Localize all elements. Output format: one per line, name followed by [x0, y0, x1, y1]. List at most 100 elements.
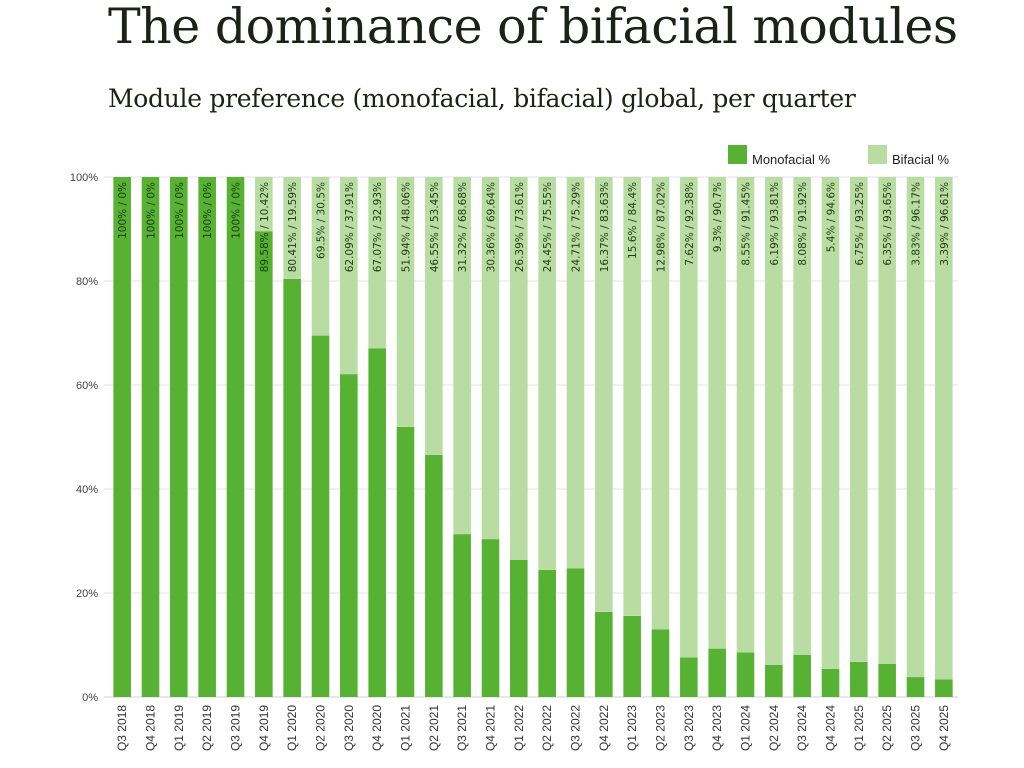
bar-bifacial: [595, 177, 613, 612]
bar-monofacial: [878, 663, 896, 697]
x-tick-label: Q2 2023: [654, 705, 668, 751]
y-tick-label: 80%: [76, 276, 98, 288]
x-tick-label: Q3 2023: [682, 705, 696, 751]
x-tick-label: Q1 2022: [512, 705, 526, 751]
bars: [113, 177, 953, 697]
data-label: 15.6% / 84.4%: [627, 182, 639, 259]
bar-monofacial: [651, 629, 670, 697]
bar-monofacial: [368, 348, 386, 697]
x-tick-label: Q3 2024: [795, 705, 809, 751]
bar-bifacial: [481, 177, 500, 540]
data-label: 26.39% / 73.61%: [514, 182, 526, 272]
data-label: 3.83% / 96.17%: [911, 182, 923, 266]
data-labels: 100% / 0% 100% / 0% 100% / 0% 100% / 0% 100%…: [117, 182, 951, 272]
data-label: 8.08% / 91.92%: [797, 182, 809, 266]
bar-monofacial: [850, 661, 868, 697]
data-label: 100% / 0%: [174, 182, 186, 239]
bar-bifacial: [453, 177, 471, 535]
x-tick-label: Q4 2019: [257, 705, 271, 751]
data-label: 7.62% / 92.38%: [684, 182, 696, 266]
bar-bifacial: [311, 177, 330, 336]
data-label: 6.19% / 93.81%: [769, 182, 781, 266]
bar-bifacial: [425, 177, 443, 455]
x-tick-label: Q3 2020: [342, 705, 356, 751]
data-label: 16.37% / 83.63%: [599, 182, 611, 272]
y-tick-label: 20%: [76, 588, 98, 600]
bar-monofacial: [283, 278, 301, 697]
bar-monofacial: [311, 335, 330, 697]
data-label: 24.45% / 75.55%: [542, 182, 554, 272]
data-label: 6.35% / 93.65%: [882, 182, 894, 266]
bar-bifacial: [736, 177, 755, 653]
bar-bifacial: [651, 177, 670, 630]
bar-monofacial: [340, 374, 358, 697]
x-tick-label: Q4 2020: [370, 705, 384, 751]
data-label: 100% / 0%: [202, 182, 214, 239]
bar-bifacial: [340, 177, 358, 375]
bar-bifacial: [680, 177, 698, 658]
legend-swatch: [868, 145, 887, 164]
data-label: 3.39% / 96.61%: [939, 182, 951, 266]
x-tick-label: Q2 2021: [427, 705, 441, 751]
x-tick-label: Q1 2025: [852, 705, 866, 751]
x-tick-label: Q4 2021: [484, 705, 498, 751]
legend-swatch: [728, 145, 747, 164]
data-label: 100% / 0%: [231, 182, 243, 239]
legend-label: Monofacial %: [752, 152, 830, 167]
x-tick-label: Q3 2018: [115, 705, 129, 751]
y-tick-label: 100%: [70, 172, 98, 184]
bar-monofacial: [255, 231, 273, 697]
bar-monofacial: [793, 654, 811, 697]
chart-title: The dominance of bifacial modules: [108, 0, 958, 55]
x-tick-label: Q2 2020: [314, 705, 328, 751]
data-label: 67.07% / 32.93%: [372, 182, 384, 272]
x-tick-label: Q2 2024: [767, 705, 781, 751]
x-tick-label: Q3 2025: [909, 705, 923, 751]
bar-monofacial: [736, 652, 755, 697]
bar-monofacial: [510, 559, 528, 697]
x-tick-label: Q4 2018: [144, 705, 158, 751]
y-tick-label: 60%: [76, 380, 98, 392]
data-label: 80.41% / 19.59%: [287, 182, 299, 272]
bar-monofacial: [396, 426, 415, 697]
x-tick-label: Q1 2019: [172, 705, 186, 751]
bar-bifacial: [510, 177, 528, 560]
data-label: 69.5% / 30.5%: [316, 182, 328, 259]
bar-monofacial: [566, 568, 585, 697]
data-label: 24.71% / 75.29%: [571, 182, 583, 272]
bar-monofacial: [906, 677, 925, 697]
legend: Monofacial % Bifacial %: [728, 145, 950, 167]
bar-monofacial: [425, 454, 443, 697]
bar-monofacial: [113, 177, 131, 697]
bar-monofacial: [481, 539, 500, 697]
bar-bifacial: [708, 177, 726, 649]
bar-bifacial: [623, 177, 641, 616]
bar-monofacial: [680, 657, 698, 697]
data-label: 30.36% / 69.64%: [486, 182, 498, 272]
data-label: 100% / 0%: [117, 182, 129, 239]
bar-monofacial: [821, 668, 840, 697]
x-axis: Q3 2018 Q4 2018 Q1 2019 Q2 2019 Q3 2019 Q4 20…: [115, 705, 951, 751]
data-label: 9.3% / 90.7%: [712, 182, 724, 252]
bar-bifacial: [566, 177, 585, 569]
x-tick-label: Q1 2021: [399, 705, 413, 751]
bar-monofacial: [623, 615, 641, 697]
x-tick-label: Q3 2021: [455, 705, 469, 751]
data-label: 62.09% / 37.91%: [344, 182, 356, 272]
data-label: 6.75% / 93.25%: [854, 182, 866, 266]
chart-subtitle: Module preference (monofacial, bifacial)…: [108, 84, 856, 113]
gridlines: [104, 176, 958, 698]
x-tick-label: Q1 2023: [625, 705, 639, 751]
x-tick-label: Q4 2023: [710, 705, 724, 751]
x-tick-label: Q2 2022: [540, 705, 554, 751]
y-tick-label: 40%: [76, 484, 98, 496]
data-label: 5.4% / 94.6%: [826, 182, 838, 252]
x-tick-label: Q1 2024: [739, 705, 753, 751]
bar-monofacial: [141, 177, 160, 697]
bar-monofacial: [226, 177, 245, 697]
bar-monofacial: [595, 611, 613, 697]
bar-monofacial: [935, 679, 953, 697]
bar-monofacial: [198, 177, 216, 697]
x-tick-label: Q3 2019: [229, 705, 243, 751]
